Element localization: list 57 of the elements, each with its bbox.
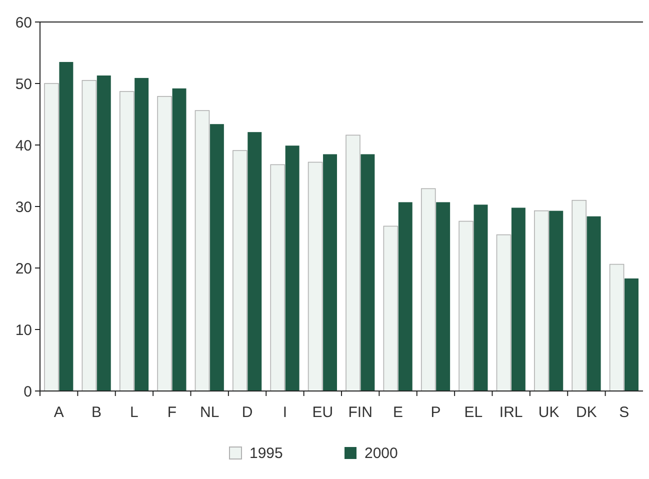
x-tick-label: P [430, 404, 441, 421]
bar [511, 208, 526, 391]
bar [458, 220, 474, 392]
x-tick-label: D [242, 404, 253, 421]
bar [474, 204, 488, 391]
bar [346, 134, 360, 392]
x-tick-label: F [167, 404, 176, 421]
bar [119, 91, 134, 392]
bar [210, 124, 224, 391]
y-tick-label: 40 [15, 137, 32, 154]
bar [549, 210, 564, 391]
bar [323, 154, 337, 391]
bar [586, 216, 601, 391]
bar [420, 188, 436, 392]
bar [134, 78, 149, 391]
x-tick-label: DK [576, 404, 597, 421]
legend-label: 1995 [250, 445, 283, 462]
bar [270, 164, 285, 392]
y-tick-label: 20 [15, 260, 32, 278]
bar [82, 80, 97, 392]
bar [496, 234, 512, 392]
y-tick-label: 0 [24, 383, 32, 400]
bar [194, 110, 210, 392]
bar [436, 202, 450, 391]
bar [534, 210, 549, 392]
x-tick-label: NL [200, 404, 220, 421]
bar [398, 202, 412, 391]
x-tick-label: EL [464, 404, 483, 421]
bar [248, 132, 262, 391]
legend-label: 2000 [364, 445, 398, 462]
x-tick-label: S [619, 404, 630, 421]
x-tick-label: UK [538, 404, 560, 421]
x-tick-label: L [130, 404, 138, 421]
bar [572, 200, 586, 392]
bar [157, 96, 172, 392]
bar [609, 264, 624, 392]
x-tick-label: B [92, 404, 102, 421]
bar [232, 150, 248, 392]
x-tick-label: A [54, 404, 64, 421]
bar [383, 226, 398, 392]
x-tick-label: EU [312, 404, 334, 421]
y-tick-label: 10 [15, 322, 32, 339]
bar [360, 154, 375, 391]
x-tick-label: FIN [348, 404, 372, 421]
bar [308, 162, 323, 392]
x-tick-label: IRL [499, 404, 523, 421]
y-tick-label: 30 [15, 198, 32, 216]
bar [172, 88, 186, 391]
bar [96, 76, 111, 391]
bar [59, 62, 74, 391]
y-tick-label: 50 [15, 76, 32, 93]
bar [285, 146, 300, 391]
y-tick-label: 60 [15, 14, 32, 32]
bar [44, 83, 59, 392]
bar [624, 278, 638, 391]
x-tick-label: E [393, 404, 404, 421]
x-tick-label: I [282, 404, 288, 421]
